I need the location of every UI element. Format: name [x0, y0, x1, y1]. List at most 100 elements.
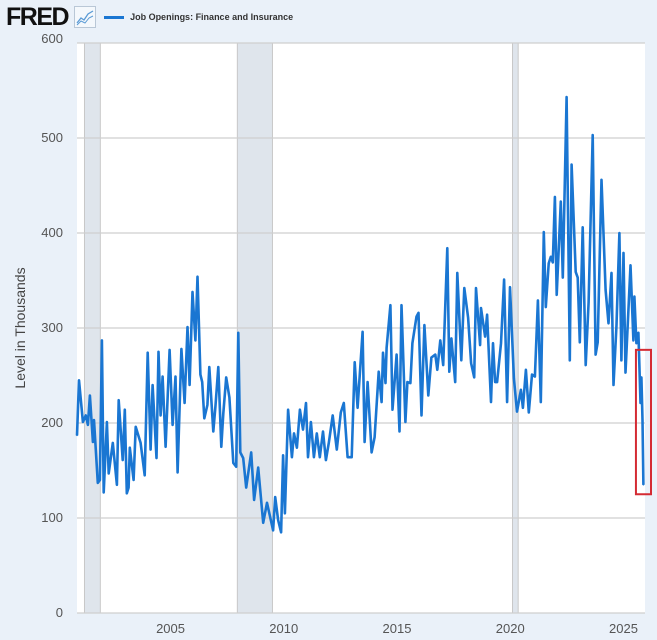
- data-point: [126, 492, 128, 495]
- data-point: [287, 408, 289, 411]
- data-point: [245, 486, 247, 489]
- data-point: [127, 486, 130, 489]
- data-point: [188, 384, 191, 386]
- legend-label: Job Openings: Finance and Insurance: [130, 12, 294, 22]
- data-point: [373, 436, 376, 439]
- data-point: [206, 404, 209, 406]
- data-point: [400, 304, 403, 307]
- data-point: [107, 472, 110, 475]
- data-point: [442, 364, 445, 366]
- data-point: [446, 247, 449, 249]
- data-point: [584, 364, 587, 366]
- y-tick-label: 100: [41, 510, 63, 525]
- data-point: [171, 424, 174, 426]
- data-point: [116, 483, 118, 486]
- data-point: [522, 407, 524, 409]
- data-point: [117, 399, 120, 402]
- data-point: [176, 471, 179, 474]
- data-point: [235, 465, 238, 468]
- data-point: [222, 412, 225, 415]
- data-point: [313, 456, 315, 459]
- data-point: [316, 432, 318, 435]
- data-point: [520, 388, 522, 391]
- y-tick-label: 500: [41, 130, 63, 145]
- data-point: [106, 421, 108, 423]
- data-point: [470, 362, 472, 364]
- data-point: [380, 401, 383, 403]
- data-point: [406, 381, 409, 383]
- data-point: [257, 466, 259, 469]
- data-point: [624, 371, 627, 374]
- x-tick-label: 2020: [496, 621, 525, 636]
- data-point: [534, 375, 536, 378]
- data-point: [587, 301, 590, 304]
- data-point: [325, 459, 327, 461]
- data-point: [377, 370, 380, 373]
- data-point: [102, 491, 105, 494]
- data-point: [194, 339, 197, 342]
- data-point: [480, 307, 482, 309]
- data-point: [389, 304, 392, 307]
- data-point: [151, 384, 154, 386]
- data-point: [600, 179, 603, 181]
- line-chart-icon[interactable]: [74, 6, 97, 28]
- data-point: [554, 196, 556, 198]
- data-point: [262, 521, 264, 524]
- data-point: [576, 276, 579, 279]
- data-point: [411, 342, 414, 345]
- data-point: [395, 353, 398, 356]
- data-point: [637, 331, 640, 334]
- data-point: [307, 456, 309, 459]
- data-point: [430, 356, 433, 359]
- data-point: [540, 401, 542, 403]
- data-point: [622, 252, 625, 254]
- data-point: [525, 369, 527, 371]
- data-point: [409, 382, 412, 384]
- chart-header: FRED Job Openings: Finance and Insurance: [6, 2, 294, 31]
- data-point: [516, 410, 518, 413]
- data-point: [180, 348, 183, 350]
- data-point: [76, 434, 78, 437]
- data-point: [310, 421, 312, 423]
- data-point: [484, 335, 486, 338]
- data-point: [164, 445, 167, 448]
- y-tick-label: 300: [41, 320, 63, 335]
- data-point: [199, 373, 202, 376]
- data-point: [417, 312, 420, 314]
- data-point: [473, 376, 476, 379]
- data-point: [342, 402, 345, 404]
- data-point: [528, 411, 530, 414]
- data-point: [280, 531, 282, 534]
- data-point: [384, 382, 387, 384]
- data-point: [552, 261, 554, 264]
- data-point: [101, 339, 103, 342]
- data-point: [366, 381, 369, 383]
- data-point: [596, 341, 599, 344]
- data-point: [139, 442, 142, 444]
- data-point: [253, 499, 255, 501]
- data-point: [78, 379, 80, 382]
- data-point: [149, 448, 152, 451]
- data-point: [143, 474, 146, 477]
- data-point: [427, 394, 430, 397]
- data-point: [542, 231, 545, 233]
- data-point: [274, 496, 276, 498]
- y-tick-label: 400: [41, 225, 63, 240]
- x-tick-label: 2015: [383, 621, 412, 636]
- data-point: [293, 432, 295, 435]
- data-point: [632, 339, 635, 342]
- data-point: [93, 419, 95, 421]
- fred-logo[interactable]: FRED: [6, 2, 70, 31]
- data-point: [618, 232, 621, 234]
- data-point: [353, 361, 356, 364]
- data-point: [134, 426, 137, 428]
- data-point: [239, 451, 242, 454]
- data-point: [639, 402, 642, 404]
- data-point: [128, 446, 131, 449]
- data-point: [89, 394, 91, 397]
- data-point: [492, 342, 494, 345]
- data-point: [581, 226, 584, 229]
- data-point: [423, 324, 426, 326]
- data-point: [159, 414, 162, 417]
